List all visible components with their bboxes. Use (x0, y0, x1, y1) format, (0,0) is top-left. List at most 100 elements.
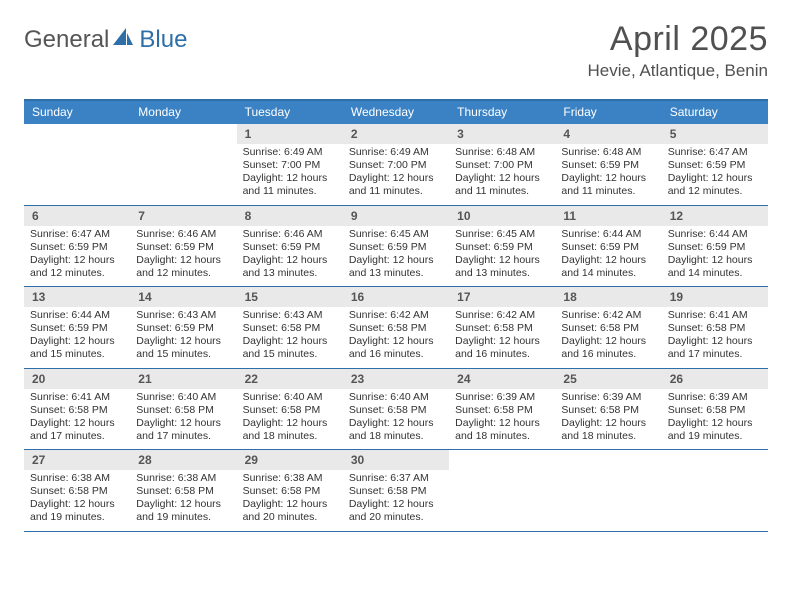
day-body: Sunrise: 6:48 AMSunset: 6:59 PMDaylight:… (555, 144, 661, 199)
week-row: 20Sunrise: 6:41 AMSunset: 6:58 PMDayligh… (24, 369, 768, 451)
sunset-line: Sunset: 6:59 PM (136, 322, 230, 335)
day-body: Sunrise: 6:42 AMSunset: 6:58 PMDaylight:… (555, 307, 661, 362)
day-body: Sunrise: 6:44 AMSunset: 6:59 PMDaylight:… (24, 307, 130, 362)
day-body: Sunrise: 6:46 AMSunset: 6:59 PMDaylight:… (130, 226, 236, 281)
sunrise-line: Sunrise: 6:42 AM (349, 309, 443, 322)
daylight-line: Daylight: 12 hours and 18 minutes. (349, 417, 443, 443)
daylight-line: Daylight: 12 hours and 20 minutes. (243, 498, 337, 524)
day-cell: 3Sunrise: 6:48 AMSunset: 7:00 PMDaylight… (449, 124, 555, 205)
sunrise-line: Sunrise: 6:42 AM (561, 309, 655, 322)
daylight-line: Daylight: 12 hours and 20 minutes. (349, 498, 443, 524)
day-cell: 14Sunrise: 6:43 AMSunset: 6:59 PMDayligh… (130, 287, 236, 368)
sunrise-line: Sunrise: 6:41 AM (30, 391, 124, 404)
day-cell: 10Sunrise: 6:45 AMSunset: 6:59 PMDayligh… (449, 206, 555, 287)
logo-text-blue: Blue (139, 26, 187, 54)
sunrise-line: Sunrise: 6:47 AM (668, 146, 762, 159)
day-body: Sunrise: 6:39 AMSunset: 6:58 PMDaylight:… (662, 389, 768, 444)
day-number: 28 (130, 450, 236, 470)
daylight-line: Daylight: 12 hours and 11 minutes. (243, 172, 337, 198)
day-body: Sunrise: 6:45 AMSunset: 6:59 PMDaylight:… (449, 226, 555, 281)
day-number: 24 (449, 369, 555, 389)
sunrise-line: Sunrise: 6:40 AM (243, 391, 337, 404)
week-row: 27Sunrise: 6:38 AMSunset: 6:58 PMDayligh… (24, 450, 768, 532)
day-body: Sunrise: 6:49 AMSunset: 7:00 PMDaylight:… (237, 144, 343, 199)
sunset-line: Sunset: 6:59 PM (668, 159, 762, 172)
day-number: 1 (237, 124, 343, 144)
daylight-line: Daylight: 12 hours and 15 minutes. (136, 335, 230, 361)
day-number: 11 (555, 206, 661, 226)
daylight-line: Daylight: 12 hours and 18 minutes. (455, 417, 549, 443)
day-number: 14 (130, 287, 236, 307)
sunrise-line: Sunrise: 6:46 AM (136, 228, 230, 241)
daylight-line: Daylight: 12 hours and 12 minutes. (668, 172, 762, 198)
sunrise-line: Sunrise: 6:38 AM (30, 472, 124, 485)
day-cell: 9Sunrise: 6:45 AMSunset: 6:59 PMDaylight… (343, 206, 449, 287)
sunrise-line: Sunrise: 6:39 AM (561, 391, 655, 404)
day-cell: 8Sunrise: 6:46 AMSunset: 6:59 PMDaylight… (237, 206, 343, 287)
week-row: 6Sunrise: 6:47 AMSunset: 6:59 PMDaylight… (24, 206, 768, 288)
weeks-container: 1Sunrise: 6:49 AMSunset: 7:00 PMDaylight… (24, 124, 768, 532)
day-number (449, 450, 555, 470)
sunrise-line: Sunrise: 6:38 AM (243, 472, 337, 485)
daylight-line: Daylight: 12 hours and 11 minutes. (455, 172, 549, 198)
day-header-monday: Monday (130, 101, 236, 124)
daylight-line: Daylight: 12 hours and 15 minutes. (243, 335, 337, 361)
day-cell (662, 450, 768, 531)
sunset-line: Sunset: 6:58 PM (668, 404, 762, 417)
daylight-line: Daylight: 12 hours and 18 minutes. (243, 417, 337, 443)
sunset-line: Sunset: 7:00 PM (455, 159, 549, 172)
sunrise-line: Sunrise: 6:49 AM (243, 146, 337, 159)
day-body: Sunrise: 6:37 AMSunset: 6:58 PMDaylight:… (343, 470, 449, 525)
daylight-line: Daylight: 12 hours and 19 minutes. (136, 498, 230, 524)
logo: General Blue (24, 26, 187, 54)
day-cell: 13Sunrise: 6:44 AMSunset: 6:59 PMDayligh… (24, 287, 130, 368)
sunset-line: Sunset: 6:59 PM (30, 322, 124, 335)
day-body: Sunrise: 6:47 AMSunset: 6:59 PMDaylight:… (662, 144, 768, 199)
day-cell: 21Sunrise: 6:40 AMSunset: 6:58 PMDayligh… (130, 369, 236, 450)
sunrise-line: Sunrise: 6:44 AM (30, 309, 124, 322)
daylight-line: Daylight: 12 hours and 14 minutes. (561, 254, 655, 280)
daylight-line: Daylight: 12 hours and 16 minutes. (455, 335, 549, 361)
sunrise-line: Sunrise: 6:49 AM (349, 146, 443, 159)
day-cell (555, 450, 661, 531)
sunset-line: Sunset: 6:58 PM (243, 322, 337, 335)
page-subtitle: Hevie, Atlantique, Benin (587, 61, 768, 81)
day-body: Sunrise: 6:40 AMSunset: 6:58 PMDaylight:… (237, 389, 343, 444)
day-cell: 15Sunrise: 6:43 AMSunset: 6:58 PMDayligh… (237, 287, 343, 368)
sunset-line: Sunset: 6:58 PM (668, 322, 762, 335)
day-body: Sunrise: 6:45 AMSunset: 6:59 PMDaylight:… (343, 226, 449, 281)
sunset-line: Sunset: 6:59 PM (349, 241, 443, 254)
day-body: Sunrise: 6:49 AMSunset: 7:00 PMDaylight:… (343, 144, 449, 199)
day-number: 25 (555, 369, 661, 389)
daylight-line: Daylight: 12 hours and 13 minutes. (349, 254, 443, 280)
day-body: Sunrise: 6:40 AMSunset: 6:58 PMDaylight:… (130, 389, 236, 444)
day-header-thursday: Thursday (449, 101, 555, 124)
day-number (662, 450, 768, 470)
daylight-line: Daylight: 12 hours and 19 minutes. (30, 498, 124, 524)
day-cell: 24Sunrise: 6:39 AMSunset: 6:58 PMDayligh… (449, 369, 555, 450)
day-cell: 23Sunrise: 6:40 AMSunset: 6:58 PMDayligh… (343, 369, 449, 450)
day-cell: 19Sunrise: 6:41 AMSunset: 6:58 PMDayligh… (662, 287, 768, 368)
day-number: 18 (555, 287, 661, 307)
daylight-line: Daylight: 12 hours and 16 minutes. (561, 335, 655, 361)
sunrise-line: Sunrise: 6:38 AM (136, 472, 230, 485)
daylight-line: Daylight: 12 hours and 15 minutes. (30, 335, 124, 361)
sunrise-line: Sunrise: 6:40 AM (136, 391, 230, 404)
day-header-row: Sunday Monday Tuesday Wednesday Thursday… (24, 101, 768, 124)
daylight-line: Daylight: 12 hours and 12 minutes. (30, 254, 124, 280)
day-body: Sunrise: 6:38 AMSunset: 6:58 PMDaylight:… (130, 470, 236, 525)
week-row: 13Sunrise: 6:44 AMSunset: 6:59 PMDayligh… (24, 287, 768, 369)
sunrise-line: Sunrise: 6:44 AM (561, 228, 655, 241)
daylight-line: Daylight: 12 hours and 16 minutes. (349, 335, 443, 361)
sunrise-line: Sunrise: 6:45 AM (349, 228, 443, 241)
sunset-line: Sunset: 6:58 PM (455, 322, 549, 335)
day-cell: 12Sunrise: 6:44 AMSunset: 6:59 PMDayligh… (662, 206, 768, 287)
day-cell: 25Sunrise: 6:39 AMSunset: 6:58 PMDayligh… (555, 369, 661, 450)
sunrise-line: Sunrise: 6:40 AM (349, 391, 443, 404)
sunrise-line: Sunrise: 6:42 AM (455, 309, 549, 322)
day-body: Sunrise: 6:43 AMSunset: 6:59 PMDaylight:… (130, 307, 236, 362)
day-number: 10 (449, 206, 555, 226)
day-cell: 6Sunrise: 6:47 AMSunset: 6:59 PMDaylight… (24, 206, 130, 287)
sunrise-line: Sunrise: 6:41 AM (668, 309, 762, 322)
day-cell: 17Sunrise: 6:42 AMSunset: 6:58 PMDayligh… (449, 287, 555, 368)
